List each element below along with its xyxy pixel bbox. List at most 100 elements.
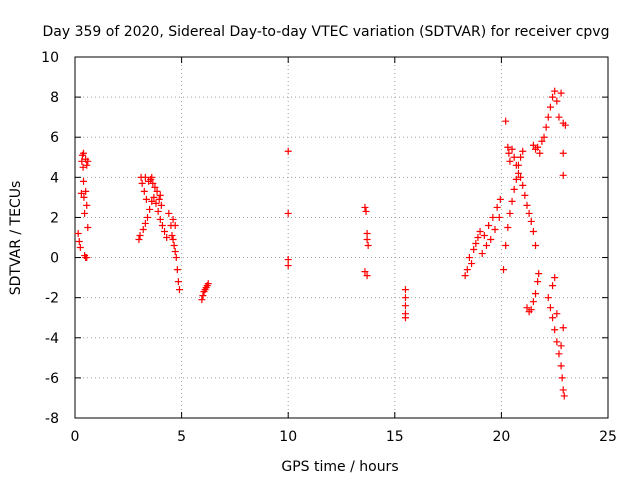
data-point xyxy=(551,326,559,334)
data-point xyxy=(80,193,88,201)
data-point xyxy=(551,274,559,282)
data-point xyxy=(165,209,173,217)
grid xyxy=(75,57,608,418)
data-point xyxy=(146,205,154,213)
data-point xyxy=(505,149,513,157)
data-point xyxy=(544,294,552,302)
data-point xyxy=(139,225,147,233)
x-tick-label: 10 xyxy=(279,429,297,445)
data-point xyxy=(141,173,149,181)
data-point xyxy=(468,260,476,268)
data-point xyxy=(519,181,527,189)
data-point xyxy=(83,201,91,209)
y-axis-label: SDTVAR / TECUs xyxy=(8,181,24,296)
series xyxy=(284,147,292,270)
series xyxy=(361,203,372,280)
data-point xyxy=(401,314,409,322)
data-point xyxy=(363,272,371,280)
data-point xyxy=(493,203,501,211)
data-point xyxy=(529,227,537,235)
data-point xyxy=(136,231,144,239)
plot-frame xyxy=(74,56,609,419)
y-tick-label: 10 xyxy=(41,50,59,66)
data-point xyxy=(74,229,82,237)
data-point xyxy=(461,272,469,280)
data-point xyxy=(506,209,514,217)
data-point xyxy=(154,207,162,215)
data-point xyxy=(527,217,535,225)
data-point xyxy=(170,242,178,250)
data-point xyxy=(553,338,561,346)
y-tick-label: -4 xyxy=(45,331,59,347)
data-point xyxy=(140,187,148,195)
x-tick-label: 0 xyxy=(71,429,80,445)
data-point xyxy=(169,236,177,244)
data-point xyxy=(143,213,151,221)
x-tick-label: 25 xyxy=(599,429,617,445)
data-point xyxy=(559,171,567,179)
data-point xyxy=(521,191,529,199)
y-tick-label: 6 xyxy=(50,130,59,146)
data-point xyxy=(512,175,520,183)
data-point xyxy=(142,195,150,203)
x-tick-label: 5 xyxy=(177,429,186,445)
x-tick-labels: 0 5 10 15 20 25 xyxy=(71,429,617,445)
data-point xyxy=(169,215,177,223)
x-tick-label: 15 xyxy=(386,429,404,445)
data-point xyxy=(536,149,544,157)
data-point xyxy=(542,123,550,131)
data-point xyxy=(553,97,561,105)
data-point xyxy=(496,195,504,203)
data-point xyxy=(535,270,543,278)
data-point xyxy=(84,223,92,231)
data-point xyxy=(510,153,518,161)
data-point xyxy=(559,149,567,157)
data-point xyxy=(472,240,480,248)
data-point xyxy=(510,185,518,193)
data-point xyxy=(148,197,156,205)
data-point xyxy=(551,87,559,95)
data-point xyxy=(523,201,531,209)
y-tick-label: 2 xyxy=(50,210,59,226)
data-point xyxy=(508,145,516,153)
data-point xyxy=(500,266,508,274)
x-tick-label: 20 xyxy=(492,429,510,445)
data-point xyxy=(80,149,88,157)
data-point xyxy=(163,234,171,241)
x-axis-label: GPS time / hours xyxy=(281,459,398,475)
data-point xyxy=(141,219,149,227)
data-point xyxy=(538,137,546,145)
data-point xyxy=(401,294,409,302)
data-point xyxy=(135,236,143,244)
data-point xyxy=(158,221,166,229)
data-point xyxy=(517,153,525,161)
series xyxy=(401,286,409,322)
data-point xyxy=(173,266,181,274)
data-point xyxy=(527,306,535,314)
data-point xyxy=(175,286,183,294)
data-point xyxy=(549,314,557,322)
data-point xyxy=(544,113,552,121)
data-point xyxy=(171,248,179,256)
data-point xyxy=(559,386,567,394)
data-point xyxy=(364,242,372,250)
data-point xyxy=(504,223,512,231)
data-point xyxy=(361,268,369,276)
data-point xyxy=(148,173,156,181)
data-point xyxy=(284,256,292,264)
data-point xyxy=(549,93,557,101)
data-point xyxy=(363,229,371,237)
data-point xyxy=(168,231,176,239)
data-point xyxy=(534,143,542,151)
data-point xyxy=(546,304,554,312)
data-point xyxy=(284,209,292,217)
data-point xyxy=(80,177,88,185)
data-point xyxy=(525,209,533,217)
data-point xyxy=(155,195,163,203)
y-tick-label: 4 xyxy=(50,170,59,186)
data-point xyxy=(151,183,159,191)
data-point xyxy=(156,215,164,223)
series xyxy=(135,173,183,294)
data-point xyxy=(557,89,565,97)
